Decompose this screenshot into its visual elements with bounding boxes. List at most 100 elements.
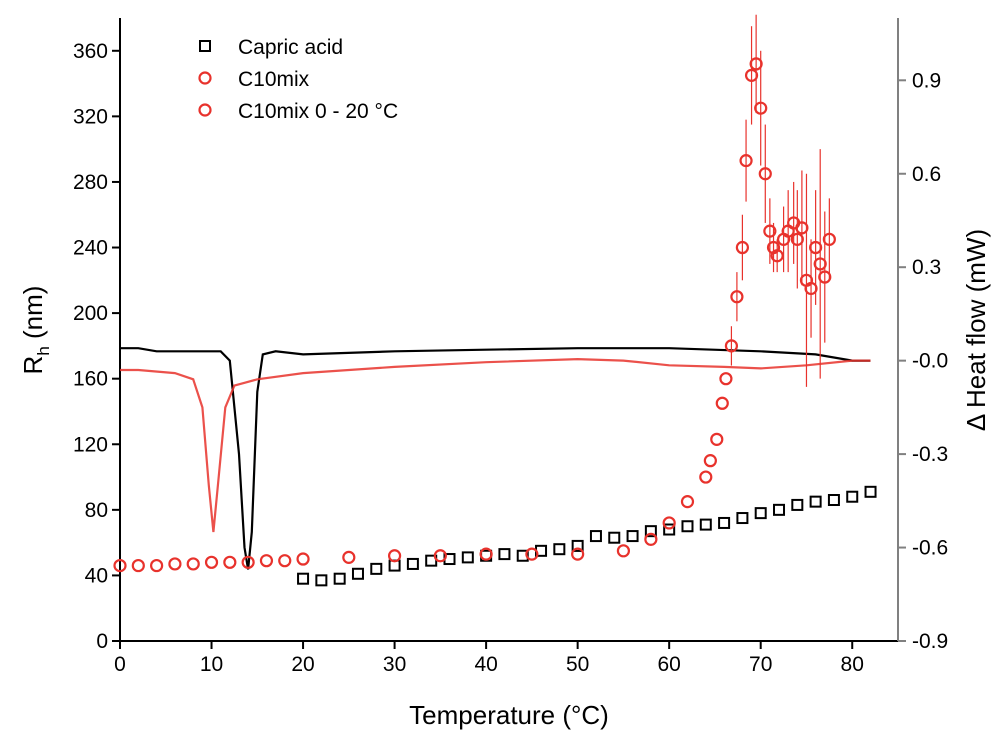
marker: [387, 549, 402, 563]
marker: [730, 290, 744, 304]
marker: [525, 547, 539, 561]
marker: [342, 550, 356, 564]
marker: [296, 552, 310, 566]
y2-tick-label: -0.3: [912, 443, 948, 466]
x-tick-label: 70: [749, 653, 772, 676]
marker: [553, 543, 566, 556]
marker: [616, 544, 631, 558]
marker: [790, 232, 804, 246]
legend-label: C10mix 0 - 20 °C: [238, 100, 398, 123]
legend-marker: [198, 71, 212, 85]
marker: [259, 554, 274, 568]
marker: [589, 530, 602, 543]
y-tick-label: 160: [73, 368, 108, 391]
marker: [498, 548, 511, 561]
marker: [754, 101, 768, 115]
marker: [822, 232, 836, 246]
marker: [739, 154, 753, 168]
marker: [763, 224, 777, 238]
legend-label: C10mix: [238, 68, 310, 91]
marker: [351, 567, 364, 580]
marker: [703, 454, 717, 468]
y-axis-label: Rh (nm): [18, 286, 53, 375]
x-tick-label: 20: [291, 653, 314, 676]
marker: [663, 523, 676, 536]
x-tick-label: 50: [566, 653, 589, 676]
heat-flow-line: [120, 357, 871, 533]
x-tick-label: 80: [841, 653, 864, 676]
legend-marker: [199, 40, 211, 52]
marker: [662, 516, 676, 530]
marker: [724, 339, 739, 353]
y-tick-label: 80: [85, 499, 108, 522]
marker: [571, 547, 585, 561]
marker: [736, 512, 749, 525]
y-tick-label: 0: [96, 630, 108, 653]
y2-tick-label: -0.6: [912, 537, 948, 560]
legend-marker: [198, 103, 212, 117]
y-tick-label: 120: [73, 433, 108, 456]
marker: [131, 558, 145, 573]
marker: [168, 557, 182, 571]
marker: [864, 485, 877, 498]
marker: [818, 270, 832, 284]
x-tick-label: 40: [474, 653, 497, 676]
y2-tick-label: 0.6: [912, 163, 941, 186]
y2-tick-label: 0.3: [912, 256, 941, 279]
y2-tick-label: -0.0: [912, 350, 948, 373]
y-label-sub: h: [34, 346, 53, 355]
marker: [699, 470, 713, 484]
marker: [735, 240, 750, 255]
marker: [186, 557, 200, 571]
y-tick-label: 360: [73, 40, 108, 63]
x-tick-label: 10: [200, 653, 223, 676]
marker: [754, 507, 767, 520]
y-label-unit: (nm): [18, 286, 48, 347]
marker: [644, 532, 658, 546]
y-tick-label: 40: [85, 564, 108, 587]
marker: [791, 498, 804, 511]
marker: [749, 57, 763, 71]
marker: [241, 555, 255, 569]
x-axis-label: Temperature (°C): [409, 700, 609, 730]
marker: [333, 572, 346, 585]
marker: [715, 396, 729, 410]
marker: [809, 495, 822, 508]
marker: [758, 167, 772, 181]
marker: [461, 551, 474, 564]
marker: [370, 562, 383, 575]
marker: [719, 372, 733, 386]
y-tick-label: 200: [73, 302, 108, 325]
marker: [644, 525, 657, 538]
y2-tick-label: 0.9: [912, 69, 941, 92]
marker: [571, 539, 584, 552]
marker: [297, 572, 310, 585]
marker: [315, 574, 328, 587]
y-tick-label: 240: [73, 237, 108, 260]
marker: [479, 547, 493, 561]
marker: [223, 555, 237, 569]
marker: [827, 494, 840, 507]
marker: [846, 490, 859, 503]
y-tick-label: 320: [73, 105, 108, 128]
marker: [113, 558, 127, 573]
y-label-main: R: [18, 356, 48, 375]
heat-flow-line: [120, 347, 871, 570]
y2-axis-label: Δ Heat flow (mW): [961, 229, 991, 431]
marker: [718, 516, 731, 529]
marker: [608, 531, 621, 544]
x-tick-label: 60: [657, 653, 680, 676]
marker: [433, 549, 447, 563]
y2-tick-label: -0.9: [912, 630, 948, 653]
y-tick-label: 280: [73, 171, 108, 194]
x-tick-label: 30: [383, 653, 406, 676]
marker: [626, 530, 639, 543]
marker: [804, 281, 818, 296]
marker: [795, 221, 809, 235]
marker: [710, 432, 724, 446]
marker: [204, 555, 219, 569]
marker: [809, 240, 823, 255]
marker: [773, 503, 786, 516]
marker: [813, 257, 827, 271]
